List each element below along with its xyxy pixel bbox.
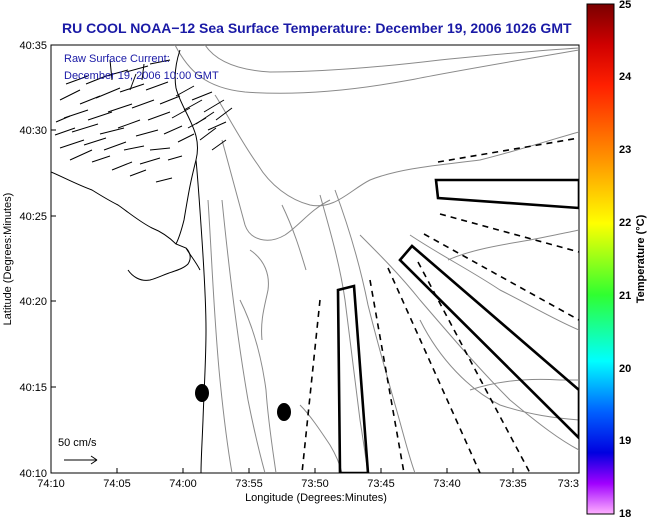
map-content: Raw Surface Current: December 19, 2006 1… [51,45,579,473]
y-tick-3: 40:20 [19,296,47,308]
y-tick-1: 40:30 [19,125,47,137]
station-marker-2 [277,403,291,421]
y-tick-5: 40:10 [19,468,47,480]
figure-title: RU COOL NOAA−12 Sea Surface Temperature:… [62,20,572,36]
y-axis-tick-labels: 40:35 40:30 40:25 40:20 40:15 40:10 [19,40,47,480]
map-frame [50,44,580,474]
y-tick-4: 40:15 [19,382,47,394]
y-axis-ticks [51,129,56,388]
scale-arrow [64,455,98,465]
shoreline [51,49,207,473]
x-axis-ticks [50,468,514,473]
x-tick-8: 73:3 [558,478,579,490]
x-axis-tick-labels: 74:10 74:05 74:00 73:55 73:50 73:45 73:4… [37,478,579,490]
x-tick-3: 73:55 [235,478,263,490]
radar-sector-lines [301,137,579,473]
y-tick-0: 40:35 [19,40,47,52]
scale-label: 50 cm/s [58,437,97,449]
x-tick-5: 73:45 [367,478,395,490]
cb-tick-23: 23 [619,144,631,156]
overlay-current-title: Raw Surface Current: [64,53,170,65]
x-tick-7: 73:35 [499,478,527,490]
x-tick-2: 74:00 [169,478,197,490]
radar-sector-boxes [336,178,579,473]
radar-sector-box-2 [434,178,579,210]
x-axis-label: Longitude (Degrees:Minutes) [245,492,387,504]
y-axis-label: Latitude (Degrees:Minutes) [2,193,14,326]
cb-tick-19: 19 [619,435,631,447]
overlay-current-date: December 19, 2006 10:00 GMT [64,70,219,82]
radar-sector-box-3 [398,244,579,440]
surface-current-vectors [54,59,233,183]
radar-sector-box-1 [336,284,370,473]
cb-tick-24: 24 [619,71,632,83]
colorbar-label: Temperature (°C) [635,214,647,303]
bathymetry-contours [174,45,579,473]
station-marker-1 [195,384,209,402]
cb-tick-25: 25 [619,0,631,11]
temperature-colorbar [586,3,615,515]
colorbar-tick-labels: 25 24 23 22 21 20 19 18 [619,0,632,518]
y-tick-2: 40:25 [19,211,47,223]
cb-tick-20: 20 [619,363,631,375]
x-tick-1: 74:05 [103,478,131,490]
cb-tick-21: 21 [619,290,631,302]
x-tick-6: 73:40 [433,478,461,490]
x-tick-4: 73:50 [301,478,329,490]
cb-tick-18: 18 [619,508,631,518]
cb-tick-22: 22 [619,217,631,229]
x-tick-0: 74:10 [37,478,65,490]
